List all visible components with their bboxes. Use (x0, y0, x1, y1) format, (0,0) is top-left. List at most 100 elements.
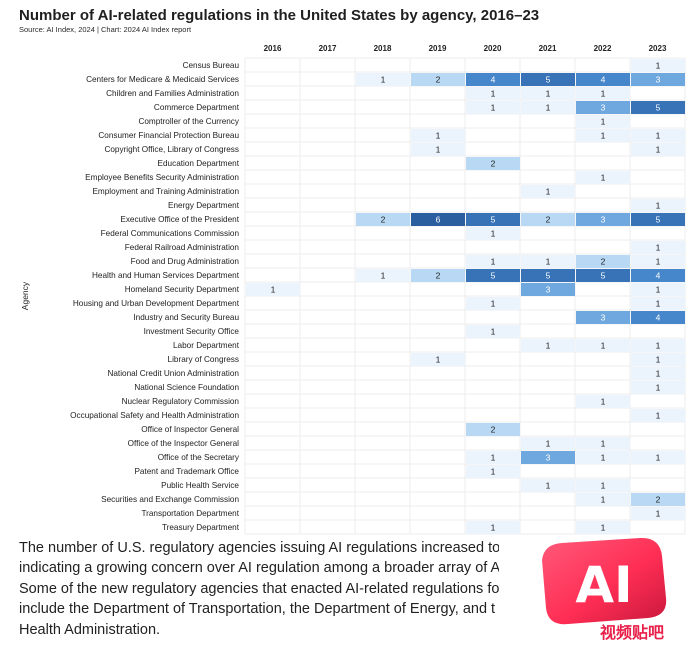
y-tick-label: Food and Drug Administration (131, 257, 240, 266)
cell-value-label: 4 (656, 271, 661, 281)
cell-value-label: 1 (656, 201, 661, 211)
y-tick-label: Treasury Department (162, 523, 240, 532)
cell-value-label: 1 (601, 131, 606, 141)
cell-value-label: 1 (546, 257, 551, 267)
x-tick-label: 2016 (264, 44, 282, 53)
cell-value-label: 1 (656, 341, 661, 351)
caption-line: The number of U.S. regulatory agencies i… (19, 540, 499, 556)
y-axis-label: Agency (20, 281, 30, 310)
heatmap-chart: 2016 2017 2018 2019 2020 2021 2022 2023 Census B… (20, 44, 686, 535)
cell-value-label: 1 (601, 439, 606, 449)
y-tick-label: Children and Families Administration (106, 89, 239, 98)
y-tick-label: Health and Human Services Department (92, 271, 240, 280)
cell-value-label: 1 (601, 481, 606, 491)
heatmap-cell (576, 213, 630, 226)
heatmap-cell (466, 157, 520, 170)
heatmap-cell (576, 115, 630, 128)
heatmap-cell (521, 185, 575, 198)
cell-value-label: 5 (656, 103, 661, 113)
cell-value-label: 3 (601, 103, 606, 113)
cell-value-label: 1 (546, 187, 551, 197)
heatmap-cell (466, 269, 520, 282)
cell-value-label: 1 (656, 131, 661, 141)
cell-value-label: 1 (656, 411, 661, 421)
cell-value-label: 2 (491, 425, 496, 435)
cell-value-label: 1 (546, 341, 551, 351)
heatmap-cell (576, 493, 630, 506)
y-tick-label: Employee Benefits Security Administratio… (85, 173, 239, 182)
cell-value-label: 1 (601, 453, 606, 463)
heatmap-cell (576, 171, 630, 184)
heatmap-cell (466, 521, 520, 534)
y-tick-label: Homeland Security Department (125, 285, 240, 294)
x-tick-label: 2022 (594, 44, 612, 53)
heatmap-cell (576, 311, 630, 324)
x-tick-label: 2023 (649, 44, 667, 53)
caption-text: The number of U.S. regulatory agencies i… (19, 538, 499, 640)
y-tick-label: Investment Security Office (144, 327, 240, 336)
x-tick-label: 2021 (539, 44, 557, 53)
cell-value-label: 1 (601, 523, 606, 533)
cell-value-label: 1 (656, 369, 661, 379)
y-tick-label: Transportation Department (141, 509, 239, 518)
cell-value-label: 1 (381, 271, 386, 281)
heatmap-cell (521, 479, 575, 492)
watermark-logo-text: AI (575, 556, 632, 614)
y-tick-label: Occupational Safety and Health Administr… (70, 411, 239, 420)
cell-value-label: 1 (601, 173, 606, 183)
heatmap-cell (631, 101, 685, 114)
cell-value-label: 1 (546, 439, 551, 449)
cell-value-label: 1 (656, 299, 661, 309)
heatmap-cell (466, 297, 520, 310)
cell-value-label: 6 (436, 215, 441, 225)
heatmap-cell (466, 423, 520, 436)
heatmap-cell (521, 255, 575, 268)
heatmap-cell (521, 213, 575, 226)
caption-line: Some of the new regulatory agencies that… (19, 580, 499, 597)
heatmap-cell (466, 325, 520, 338)
cell-value-label: 1 (656, 243, 661, 253)
heatmap-cell (521, 73, 575, 86)
cell-value-label: 5 (601, 271, 606, 281)
y-tick-label: Federal Railroad Administration (125, 243, 240, 252)
heatmap-cell (521, 283, 575, 296)
heatmap-cell (576, 255, 630, 268)
y-tick-label: Labor Department (173, 341, 240, 350)
caption-line: indicating a growing concern over AI reg… (19, 560, 499, 577)
heatmap-cell (631, 269, 685, 282)
heatmap-cell (576, 479, 630, 492)
y-tick-label: Office of the Secretary (158, 453, 240, 462)
heatmap-cell (631, 283, 685, 296)
heatmap-cell (246, 283, 300, 296)
y-tick-label: Public Health Service (161, 481, 239, 490)
heatmap-cell (631, 199, 685, 212)
cell-value-label: 1 (656, 145, 661, 155)
heatmap-cell (356, 269, 410, 282)
heatmap-cell (466, 465, 520, 478)
heatmap-cell (631, 353, 685, 366)
heatmap-cell (411, 269, 465, 282)
y-tick-label: Industry and Security Bureau (133, 313, 239, 322)
heatmap-cell (521, 437, 575, 450)
heatmap-cell (631, 381, 685, 394)
heatmap-cell (576, 101, 630, 114)
cell-value-label: 1 (436, 355, 441, 365)
x-tick-label: 2020 (484, 44, 502, 53)
cell-value-label: 4 (491, 75, 496, 85)
cell-value-label: 5 (546, 271, 551, 281)
cell-value-label: 1 (656, 383, 661, 393)
cell-value-label: 1 (491, 103, 496, 113)
heatmap-cell (466, 451, 520, 464)
y-tick-label: Federal Communications Commission (101, 229, 240, 238)
heatmap-cell (631, 297, 685, 310)
heatmap-cell (411, 73, 465, 86)
heatmap-cell (631, 129, 685, 142)
cell-value-label: 1 (491, 229, 496, 239)
y-tick-label: National Science Foundation (134, 383, 239, 392)
heatmap-cell (576, 339, 630, 352)
cell-value-label: 3 (656, 75, 661, 85)
heatmap-cell (521, 451, 575, 464)
heatmap-cell (631, 493, 685, 506)
caption-line: Health Administration. (19, 621, 161, 638)
heatmap-cell (631, 59, 685, 72)
